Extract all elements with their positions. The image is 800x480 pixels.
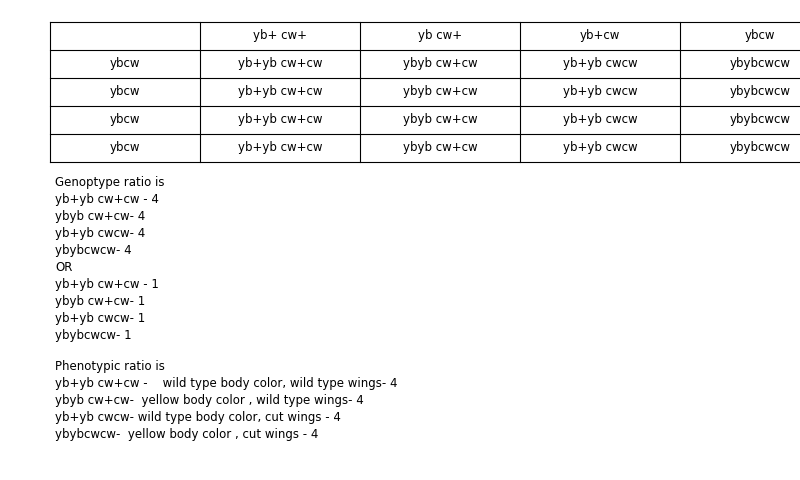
Text: Phenotypic ratio is: Phenotypic ratio is — [55, 360, 165, 372]
Text: ybybcwcw: ybybcwcw — [730, 85, 790, 98]
Text: ybyb cw+cw: ybyb cw+cw — [402, 58, 478, 71]
Text: yb+yb cwcw- 1: yb+yb cwcw- 1 — [55, 312, 146, 325]
Text: ybyb cw+cw- 1: ybyb cw+cw- 1 — [55, 295, 146, 308]
Text: ybcw: ybcw — [745, 29, 775, 43]
Text: ybcw: ybcw — [110, 113, 140, 127]
Text: yb+cw: yb+cw — [580, 29, 620, 43]
Text: ybybcwcw: ybybcwcw — [730, 58, 790, 71]
Text: yb cw+: yb cw+ — [418, 29, 462, 43]
Text: yb+yb cw+cw: yb+yb cw+cw — [238, 113, 322, 127]
Text: ybybcwcw-  yellow body color , cut wings - 4: ybybcwcw- yellow body color , cut wings … — [55, 428, 318, 441]
Text: yb+yb cw+cw - 1: yb+yb cw+cw - 1 — [55, 278, 159, 291]
Text: yb+yb cw+cw -    wild type body color, wild type wings- 4: yb+yb cw+cw - wild type body color, wild… — [55, 377, 398, 390]
Text: yb+yb cw+cw: yb+yb cw+cw — [238, 58, 322, 71]
Text: yb+yb cw+cw: yb+yb cw+cw — [238, 85, 322, 98]
Text: ybyb cw+cw: ybyb cw+cw — [402, 85, 478, 98]
Text: ybyb cw+cw- 4: ybyb cw+cw- 4 — [55, 210, 146, 223]
Text: ybybcwcw: ybybcwcw — [730, 113, 790, 127]
Text: yb+ cw+: yb+ cw+ — [253, 29, 307, 43]
Text: ybyb cw+cw-  yellow body color , wild type wings- 4: ybyb cw+cw- yellow body color , wild typ… — [55, 394, 364, 407]
Text: yb+yb cwcw: yb+yb cwcw — [562, 142, 638, 155]
Text: OR: OR — [55, 261, 72, 274]
Text: ybcw: ybcw — [110, 58, 140, 71]
Text: yb+yb cwcw- wild type body color, cut wings - 4: yb+yb cwcw- wild type body color, cut wi… — [55, 410, 341, 424]
Text: ybybcwcw: ybybcwcw — [730, 142, 790, 155]
Text: Genoptype ratio is: Genoptype ratio is — [55, 176, 165, 189]
Text: ybybcwcw- 1: ybybcwcw- 1 — [55, 329, 132, 342]
Text: ybcw: ybcw — [110, 142, 140, 155]
Text: yb+yb cwcw- 4: yb+yb cwcw- 4 — [55, 227, 146, 240]
Text: ybyb cw+cw: ybyb cw+cw — [402, 113, 478, 127]
Text: ybcw: ybcw — [110, 85, 140, 98]
Text: yb+yb cw+cw: yb+yb cw+cw — [238, 142, 322, 155]
Text: yb+yb cwcw: yb+yb cwcw — [562, 113, 638, 127]
Text: yb+yb cwcw: yb+yb cwcw — [562, 85, 638, 98]
Text: ybybcwcw- 4: ybybcwcw- 4 — [55, 244, 132, 257]
Text: yb+yb cwcw: yb+yb cwcw — [562, 58, 638, 71]
Text: yb+yb cw+cw - 4: yb+yb cw+cw - 4 — [55, 193, 159, 206]
Text: ybyb cw+cw: ybyb cw+cw — [402, 142, 478, 155]
